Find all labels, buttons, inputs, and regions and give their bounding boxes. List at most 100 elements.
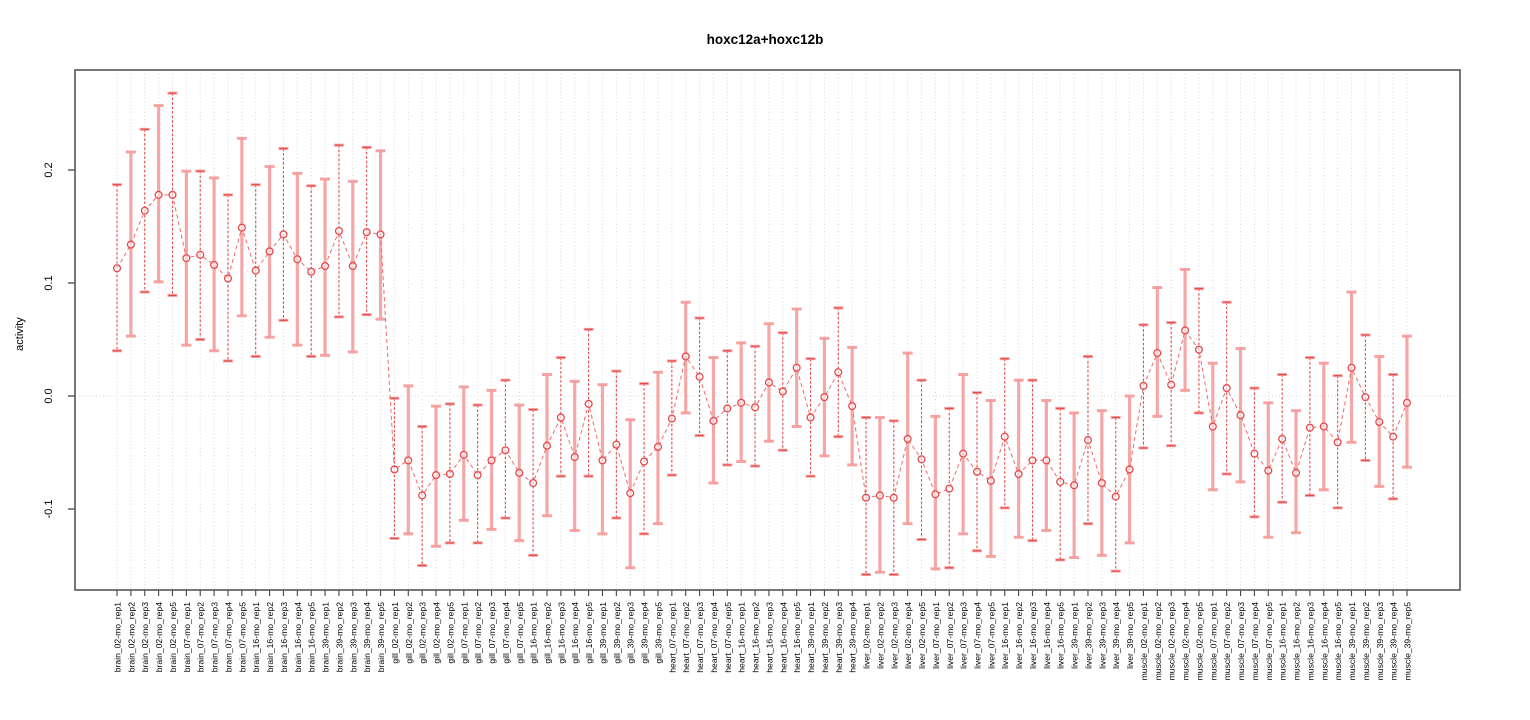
data-point xyxy=(445,469,454,479)
x-tick-label: gill_39-mo_rep2 xyxy=(612,602,622,664)
x-tick-label: muscle_39-mo_rep3 xyxy=(1375,602,1385,681)
data-point xyxy=(778,387,787,396)
data-point xyxy=(1291,468,1301,477)
data-point xyxy=(723,404,732,413)
x-tick-label: brain_39-mo_rep4 xyxy=(362,602,372,672)
data-point xyxy=(681,352,690,361)
data-point xyxy=(126,240,135,249)
data-point xyxy=(112,264,122,273)
data-point xyxy=(404,456,413,465)
data-point xyxy=(889,493,898,502)
x-tick-label: brain_39-mo_rep5 xyxy=(376,602,386,672)
data-point xyxy=(279,230,288,239)
x-tick-label: gill_16-mo_rep2 xyxy=(543,602,553,664)
x-tick-label: brain_07-mo_rep1 xyxy=(182,602,192,672)
data-point xyxy=(1333,438,1342,447)
data-point xyxy=(1208,422,1217,431)
data-point xyxy=(223,274,233,283)
x-tick-label: liver_39-mo_rep3 xyxy=(1097,602,1107,669)
x-tick-label: liver_07-mo_rep1 xyxy=(931,602,941,669)
data-point xyxy=(667,414,676,423)
data-point xyxy=(917,455,926,464)
data-point xyxy=(154,190,163,199)
x-tick-label: liver_39-mo_rep2 xyxy=(1083,602,1093,669)
x-tick-label: brain_02-mo_rep2 xyxy=(126,602,136,672)
data-point xyxy=(140,206,149,215)
data-point xyxy=(806,413,815,422)
x-tick-label: gill_16-mo_rep5 xyxy=(584,602,594,664)
x-tick-label: liver_02-mo_rep2 xyxy=(875,602,885,669)
data-point xyxy=(1042,456,1051,465)
data-point xyxy=(1153,349,1162,358)
x-tick-label: liver_02-mo_rep5 xyxy=(917,602,927,669)
data-point xyxy=(251,266,260,275)
data-point xyxy=(168,190,177,199)
x-tick-label: muscle_16-mo_rep5 xyxy=(1333,602,1343,681)
data-point xyxy=(1056,477,1065,486)
x-tick-label: gill_16-mo_rep3 xyxy=(556,602,566,664)
x-tick-label: heart_07-mo_rep5 xyxy=(723,602,733,673)
x-tick-label: heart_16-mo_rep5 xyxy=(792,602,802,673)
data-point xyxy=(265,247,274,256)
x-tick-label: gill_07-mo_rep4 xyxy=(501,602,511,664)
data-point xyxy=(1319,422,1328,431)
data-point xyxy=(861,493,871,502)
data-point xyxy=(1361,393,1370,402)
x-tick-label: liver_02-mo_rep1 xyxy=(862,602,872,669)
plot-box xyxy=(74,69,1461,591)
data-point xyxy=(598,456,607,465)
data-point xyxy=(875,491,884,500)
x-tick-label: brain_07-mo_rep5 xyxy=(237,602,247,672)
data-point xyxy=(626,489,635,498)
y-tick-label: 0.0 xyxy=(43,388,55,403)
x-tick-label: gill_07-mo_rep2 xyxy=(473,602,483,664)
data-point xyxy=(1222,384,1231,393)
data-point xyxy=(848,402,857,411)
data-point xyxy=(556,413,565,422)
x-tick-label: heart_07-mo_rep3 xyxy=(695,602,705,673)
data-point xyxy=(1236,411,1245,420)
x-tick-label: liver_07-mo_rep4 xyxy=(973,602,983,669)
x-tick-label: heart_39-mo_rep1 xyxy=(806,602,816,673)
y-tick-label: -0.1 xyxy=(43,500,55,519)
data-point xyxy=(1014,469,1023,479)
x-tick-label: muscle_07-mo_rep1 xyxy=(1208,602,1218,681)
data-point xyxy=(764,378,773,387)
x-tick-label: brain_02-mo_rep3 xyxy=(140,602,150,672)
data-point xyxy=(1181,326,1190,335)
x-tick-label: muscle_39-mo_rep1 xyxy=(1347,602,1357,681)
x-tick-label: gill_16-mo_rep4 xyxy=(570,602,580,664)
data-point xyxy=(376,230,385,239)
x-tick-label: gill_07-mo_rep1 xyxy=(459,602,469,664)
data-point xyxy=(542,441,552,450)
x-tick-label: brain_02-mo_rep4 xyxy=(154,602,164,672)
x-tick-label: liver_02-mo_rep4 xyxy=(903,602,913,669)
data-point xyxy=(792,363,801,372)
data-point xyxy=(1250,449,1259,458)
data-point xyxy=(751,403,760,412)
data-point xyxy=(362,228,371,237)
x-tick-label: liver_39-mo_rep1 xyxy=(1070,602,1080,669)
x-tick-label: muscle_07-mo_rep2 xyxy=(1222,602,1232,681)
x-tick-label: brain_39-mo_rep1 xyxy=(321,602,331,672)
data-point xyxy=(1194,345,1203,354)
x-tick-label: liver_16-mo_rep3 xyxy=(1028,602,1038,669)
x-tick-label: gill_02-mo_rep3 xyxy=(418,602,428,664)
series-line xyxy=(116,194,1408,499)
x-tick-label: liver_07-mo_rep5 xyxy=(986,602,996,669)
x-tick-label: liver_07-mo_rep2 xyxy=(945,602,955,669)
x-tick-label: brain_16-mo_rep1 xyxy=(251,602,261,672)
x-tick-label: muscle_02-mo_rep5 xyxy=(1194,602,1204,681)
data-point xyxy=(487,456,496,465)
x-tick-label: muscle_16-mo_rep1 xyxy=(1278,602,1288,681)
x-tick-label: heart_16-mo_rep1 xyxy=(737,602,747,673)
data-point xyxy=(237,223,246,232)
x-tick-label: liver_39-mo_rep4 xyxy=(1111,602,1121,669)
x-tick-label: heart_16-mo_rep3 xyxy=(764,602,774,673)
x-tick-label: brain_02-mo_rep1 xyxy=(113,602,123,672)
x-tick-label: brain_07-mo_rep2 xyxy=(196,602,206,672)
x-tick-label: brain_02-mo_rep5 xyxy=(168,602,178,672)
data-point xyxy=(986,476,995,485)
data-point xyxy=(737,398,746,407)
